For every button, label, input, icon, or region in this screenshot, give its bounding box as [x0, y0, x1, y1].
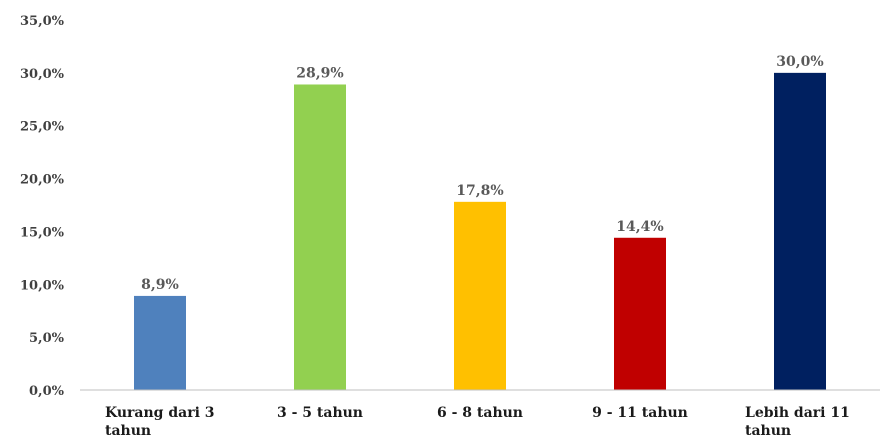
bar: [774, 72, 826, 390]
category-label: Kurang dari 3: [105, 405, 215, 421]
bar: [454, 201, 506, 390]
y-tick-label: 15,0%: [20, 225, 65, 240]
y-tick-label: 35,0%: [20, 14, 65, 29]
y-axis: 0,0% 5,0% 10,0% 15,0% 20,0% 25,0% 30,0% 35,0%: [20, 14, 65, 399]
category-label: Lebih dari 11: [745, 405, 850, 421]
data-label: 30,0%: [776, 54, 823, 70]
data-label: 14,4%: [616, 219, 663, 235]
x-axis: Kurang dari 3 tahun 3 - 5 tahun 6 - 8 tahun…: [80, 389, 880, 439]
bar: [614, 237, 666, 390]
data-labels: 8,9% 28,9% 17,8% 14,4% 30,0%: [141, 54, 824, 293]
bars: [134, 72, 826, 390]
y-tick-label: 10,0%: [20, 278, 65, 293]
category-label: 3 - 5 tahun: [277, 405, 363, 421]
y-tick-label: 30,0%: [20, 67, 65, 82]
y-tick-label: 0,0%: [29, 384, 65, 399]
y-tick-label: 5,0%: [29, 331, 65, 346]
y-tick-label: 25,0%: [20, 120, 65, 135]
data-label: 28,9%: [296, 65, 343, 81]
category-label: tahun: [745, 423, 791, 439]
y-tick-label: 20,0%: [20, 173, 65, 188]
data-label: 17,8%: [456, 183, 503, 199]
bar: [294, 84, 346, 390]
category-label: 9 - 11 tahun: [592, 405, 688, 421]
bar: [134, 295, 186, 390]
category-label: 6 - 8 tahun: [437, 405, 523, 421]
data-label: 8,9%: [141, 277, 179, 293]
category-label: tahun: [105, 423, 151, 439]
